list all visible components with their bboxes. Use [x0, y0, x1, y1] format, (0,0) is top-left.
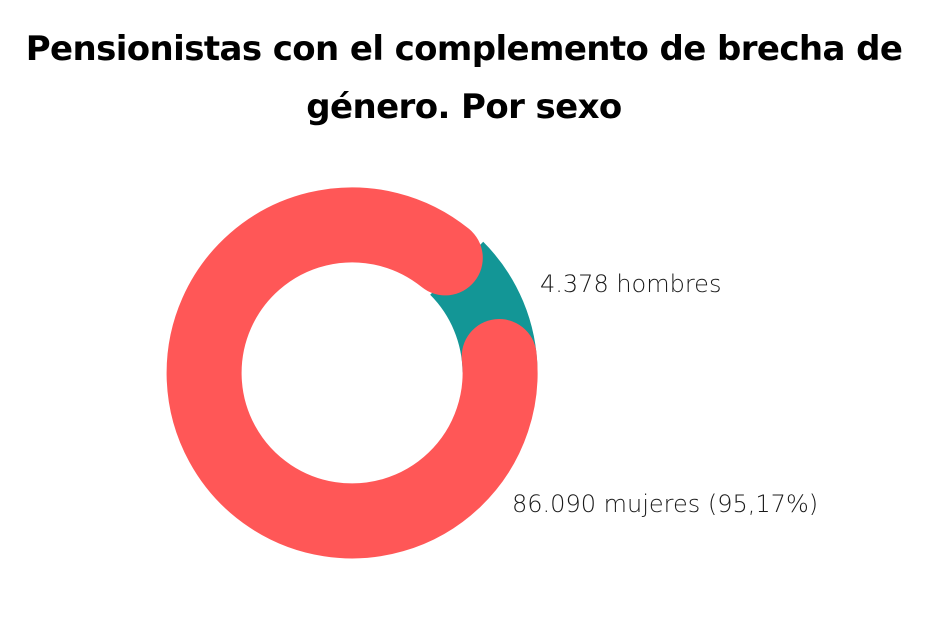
chart-title-line-2: género. Por sexo [306, 87, 622, 127]
chart-title-line-1: Pensionistas con el complemento de brech… [25, 29, 903, 69]
segment-mujeres [166, 187, 538, 559]
label-hombres: 4.378 hombres [540, 270, 722, 298]
chart-title: Pensionistas con el complemento de brech… [0, 20, 928, 136]
label-mujeres: 86.090 mujeres (95,17%) [512, 490, 819, 518]
